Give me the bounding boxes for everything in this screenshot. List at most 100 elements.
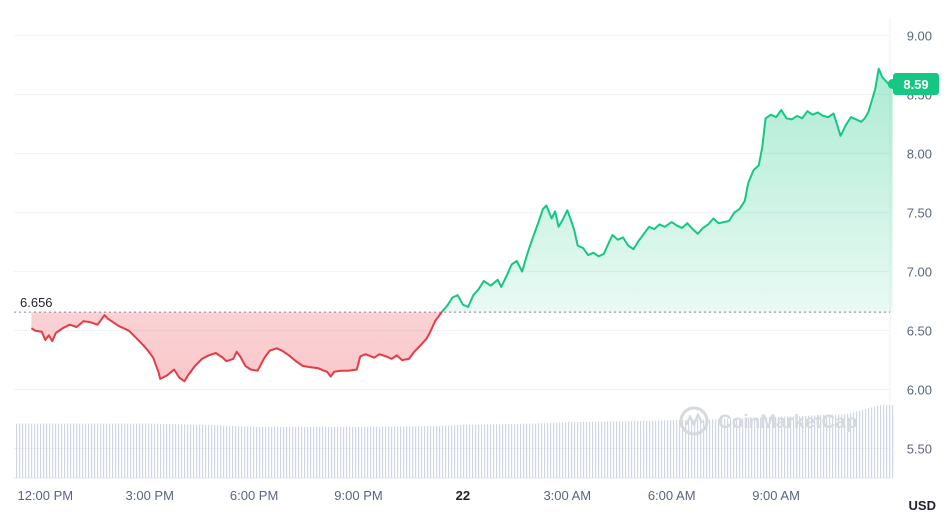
volume-bar — [769, 417, 771, 478]
volume-bar — [595, 421, 597, 478]
volume-bar — [880, 405, 882, 478]
volume-bar — [457, 425, 459, 478]
current-price-badge: 8.59 — [893, 73, 939, 96]
volume-bar — [484, 424, 486, 478]
volume-bar — [301, 426, 303, 478]
x-tick-label: 6:00 AM — [648, 488, 696, 503]
volume-bar — [370, 426, 372, 478]
volume-bar — [706, 419, 708, 478]
volume-bar — [121, 423, 123, 478]
volume-bar — [442, 425, 444, 478]
volume-bar — [751, 417, 753, 478]
volume-bar — [247, 426, 249, 478]
volume-bar — [886, 404, 888, 478]
volume-bar — [154, 423, 156, 478]
volume-bar — [793, 416, 795, 478]
volume-bar — [631, 421, 633, 478]
volume-bar — [865, 409, 867, 478]
volume-bar — [619, 421, 621, 478]
volume-bar — [532, 423, 534, 478]
volume-bar — [727, 418, 729, 478]
volume-bar — [763, 417, 765, 478]
volume-bar — [601, 421, 603, 478]
volume-bar — [271, 426, 273, 478]
volume-bar — [352, 426, 354, 478]
volume-bar — [250, 426, 252, 478]
volume-bar — [292, 426, 294, 478]
volume-bar — [97, 423, 99, 478]
volume-bar — [559, 422, 561, 478]
volume-bar — [208, 425, 210, 478]
volume-bar — [589, 421, 591, 478]
volume-bar — [319, 426, 321, 478]
volume-bar — [823, 415, 825, 478]
volume-bar — [817, 415, 819, 478]
volume-bar — [757, 417, 759, 478]
reference-price-label: 6.656 — [20, 295, 53, 310]
volume-bar — [214, 425, 216, 478]
volume-bar — [52, 423, 54, 478]
volume-bar — [505, 424, 507, 478]
volume-bar — [217, 425, 219, 478]
volume-bar — [88, 423, 90, 478]
volume-bar — [43, 423, 45, 478]
volume-bar — [592, 421, 594, 478]
volume-bar — [376, 426, 378, 478]
volume-bar — [25, 423, 27, 478]
volume-bar — [754, 417, 756, 478]
volume-bar — [877, 405, 879, 478]
volume-bar — [487, 424, 489, 478]
y-tick-label: 8.00 — [907, 147, 932, 162]
volume-bar — [625, 421, 627, 478]
volume-bar — [307, 426, 309, 478]
volume-bar — [418, 426, 420, 478]
volume-bar — [883, 404, 885, 478]
volume-bar — [94, 423, 96, 478]
volume-bar — [139, 423, 141, 478]
volume-bar — [274, 426, 276, 478]
volume-bar — [388, 426, 390, 478]
current-price-point[interactable] — [887, 79, 898, 90]
volume-bar — [829, 414, 831, 478]
volume-bar — [739, 418, 741, 478]
volume-bar — [385, 426, 387, 478]
volume-bar — [337, 426, 339, 478]
volume-bar — [205, 424, 207, 478]
volume-bar — [163, 423, 165, 478]
volume-bar — [838, 414, 840, 478]
volume-bar — [871, 407, 873, 478]
volume-bar — [742, 418, 744, 478]
volume-bar — [259, 426, 261, 478]
x-tick-label: 9:00 AM — [752, 488, 800, 503]
volume-bar — [22, 423, 24, 478]
volume-bar — [67, 423, 69, 478]
volume-bar — [124, 423, 126, 478]
volume-bar — [178, 424, 180, 478]
volume-bar — [889, 404, 891, 478]
volume-bar — [535, 423, 537, 478]
volume-bar — [286, 426, 288, 478]
volume-bar — [196, 424, 198, 478]
volume-bar — [277, 426, 279, 478]
volume-bar — [148, 423, 150, 478]
volume-bar — [454, 425, 456, 478]
volume-bar — [502, 424, 504, 478]
volume-bar — [523, 423, 525, 478]
volume-bar — [235, 426, 237, 478]
volume-bar — [544, 423, 546, 478]
volume-bar — [571, 422, 573, 478]
volume-bar — [73, 423, 75, 478]
volume-bar — [499, 424, 501, 478]
volume-bar — [799, 416, 801, 478]
volume-bar — [733, 418, 735, 478]
volume-bar — [253, 426, 255, 478]
volume-bar — [703, 419, 705, 478]
volume-bar — [256, 426, 258, 478]
volume-bar — [490, 424, 492, 478]
volume-bar — [874, 406, 876, 478]
y-tick-label: 7.00 — [907, 265, 932, 280]
volume-bar — [100, 423, 102, 478]
volume-bar — [103, 423, 105, 478]
